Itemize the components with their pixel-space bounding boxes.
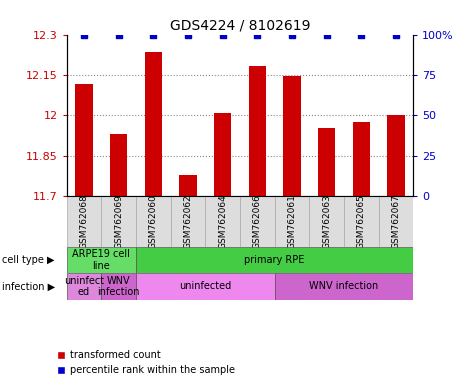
Bar (136, 273, 275, 300)
Text: uninfected: uninfected (179, 281, 231, 291)
Bar (240, 196, 275, 247)
Text: uninfect
ed: uninfect ed (64, 276, 104, 297)
Text: ARPE19 cell
line: ARPE19 cell line (72, 249, 130, 271)
Title: GDS4224 / 8102619: GDS4224 / 8102619 (170, 18, 310, 32)
Bar (283, 76, 301, 196)
Bar (344, 196, 379, 247)
Text: GSM762067: GSM762067 (391, 194, 400, 249)
Text: WNV
infection: WNV infection (97, 276, 140, 297)
Point (288, 31, 295, 38)
Point (149, 31, 157, 38)
Bar (248, 66, 266, 196)
Text: GSM762069: GSM762069 (114, 194, 123, 249)
Bar (66, 196, 101, 247)
Text: GSM762066: GSM762066 (253, 194, 262, 249)
Point (218, 31, 227, 38)
Bar (379, 196, 413, 247)
Bar (318, 127, 335, 196)
Point (184, 31, 192, 38)
Text: GSM762065: GSM762065 (357, 194, 366, 249)
Bar (66, 247, 136, 273)
Text: infection ▶: infection ▶ (2, 281, 56, 291)
Bar (101, 273, 136, 300)
Bar (136, 196, 171, 247)
Bar (205, 196, 240, 247)
Text: GSM762063: GSM762063 (322, 194, 331, 249)
Bar (110, 134, 127, 196)
Text: cell type ▶: cell type ▶ (2, 255, 55, 265)
Text: GSM762061: GSM762061 (287, 194, 296, 249)
Point (392, 31, 400, 38)
Text: GSM762068: GSM762068 (79, 194, 88, 249)
Text: primary RPE: primary RPE (244, 255, 305, 265)
Text: WNV infection: WNV infection (309, 281, 379, 291)
Bar (171, 196, 205, 247)
Bar (387, 116, 405, 196)
Point (323, 31, 331, 38)
Bar (75, 84, 93, 196)
Bar (101, 196, 136, 247)
Bar (275, 273, 413, 300)
Point (115, 31, 123, 38)
Bar (275, 196, 309, 247)
Bar (66, 273, 101, 300)
Point (358, 31, 365, 38)
Bar (309, 196, 344, 247)
Bar (352, 122, 370, 196)
Legend: transformed count, percentile rank within the sample: transformed count, percentile rank withi… (52, 346, 239, 379)
Point (80, 31, 88, 38)
Text: GSM762060: GSM762060 (149, 194, 158, 249)
Bar (144, 52, 162, 196)
Point (254, 31, 261, 38)
Bar (179, 175, 197, 196)
Bar (136, 247, 413, 273)
Text: GSM762062: GSM762062 (183, 194, 192, 249)
Text: GSM762064: GSM762064 (218, 194, 227, 249)
Bar (214, 113, 231, 196)
